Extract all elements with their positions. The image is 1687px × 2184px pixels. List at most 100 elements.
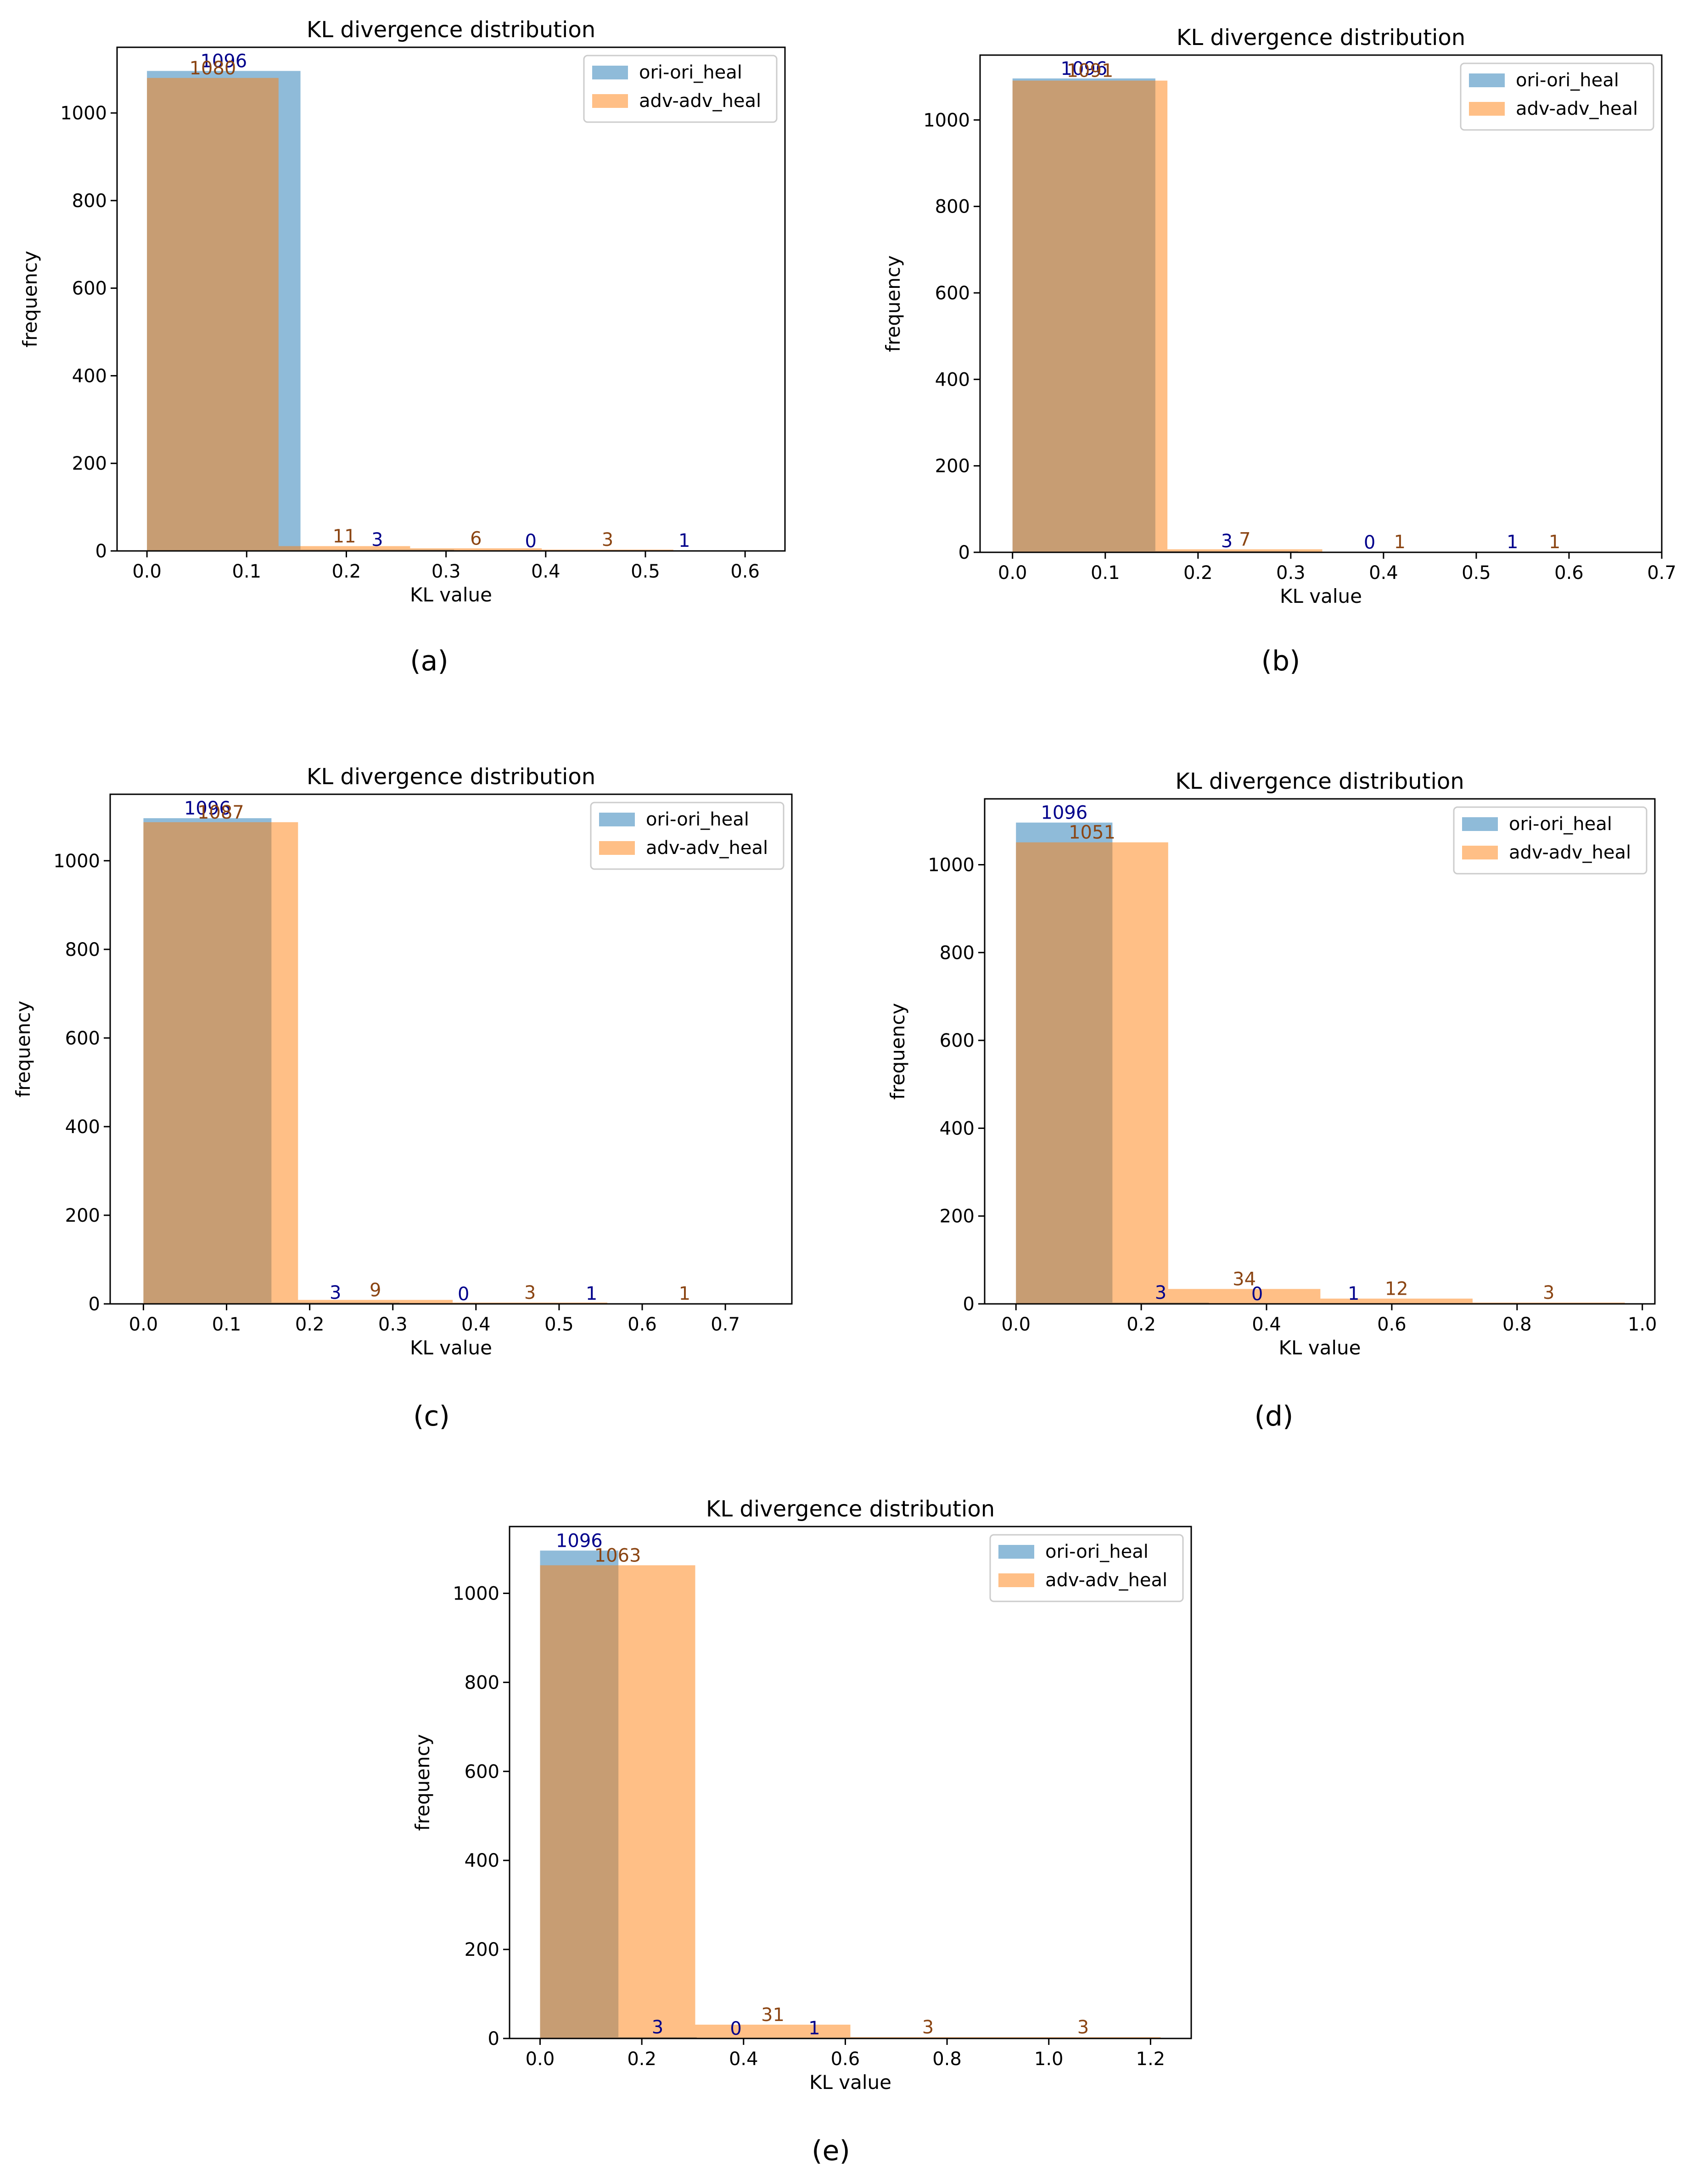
y-tick-label: 1000 <box>928 854 975 876</box>
bar-value-label: 34 <box>1233 1269 1256 1290</box>
legend-box <box>989 1534 1184 1602</box>
bar-value-label: 9 <box>370 1280 381 1301</box>
y-tick-label: 0 <box>89 1294 100 1315</box>
x-tick-label: 0.0 <box>129 1314 158 1335</box>
legend-entry-label: adv-adv_heal <box>646 837 768 859</box>
x-tick-label: 0.2 <box>627 2049 656 2070</box>
bar-value-label: 3 <box>330 1282 341 1303</box>
histogram-bar <box>298 1300 453 1304</box>
y-tick-label: 800 <box>935 197 970 218</box>
y-tick-label: 400 <box>940 1118 975 1139</box>
x-tick-label: 0.5 <box>544 1314 574 1335</box>
legend-entry-label: adv-adv_heal <box>639 90 761 112</box>
y-tick-label: 400 <box>935 369 970 390</box>
bar-value-label: 6 <box>470 528 482 549</box>
x-tick-label: 0.0 <box>1001 1314 1031 1335</box>
chart-legend: ori-ori_heal adv-adv_heal <box>590 802 785 870</box>
panel-caption: (b) <box>1261 645 1300 677</box>
legend-swatch <box>1469 102 1505 116</box>
legend-box <box>583 55 778 123</box>
bar-value-label: 1080 <box>190 58 236 79</box>
x-tick-label: 0.8 <box>1502 1314 1532 1335</box>
panel-caption: (c) <box>413 1400 450 1432</box>
x-tick-label: 0.0 <box>526 2049 555 2070</box>
legend-box <box>1453 806 1648 875</box>
y-tick-label: 1000 <box>453 1583 499 1604</box>
bar-value-label: 3 <box>652 2017 663 2038</box>
y-tick-label: 1000 <box>60 103 107 124</box>
y-tick-label: 0 <box>958 542 970 563</box>
y-tick-label: 200 <box>940 1206 975 1227</box>
bar-value-label: 1063 <box>594 1545 641 1566</box>
histogram-bar <box>1016 842 1168 1304</box>
panel-caption: (d) <box>1255 1400 1294 1432</box>
bar-value-label: 3 <box>1155 1282 1166 1303</box>
y-tick-label: 200 <box>72 453 107 474</box>
y-axis-label: frequency <box>19 251 41 348</box>
histogram-bar <box>147 78 279 551</box>
x-axis-label: KL value <box>809 2071 891 2094</box>
y-tick-label: 200 <box>465 1939 499 1960</box>
legend-entry-label: adv-adv_heal <box>1516 98 1638 119</box>
x-axis-label: KL value <box>410 584 492 606</box>
legend-swatch <box>998 1545 1034 1559</box>
bar-value-label: 0 <box>1251 1284 1263 1305</box>
y-tick-label: 0 <box>95 541 107 562</box>
y-tick-label: 600 <box>935 283 970 304</box>
y-tick-label: 1000 <box>923 110 970 131</box>
bar-value-label: 1096 <box>1060 58 1107 79</box>
legend-swatch <box>1462 817 1498 831</box>
y-axis-label: frequency <box>12 1001 34 1098</box>
y-tick-label: 800 <box>65 939 100 960</box>
x-tick-label: 0.5 <box>631 561 660 582</box>
bar-value-label: 1 <box>679 1283 690 1304</box>
bar-value-label: 1051 <box>1069 822 1115 843</box>
bar-value-label: 0 <box>1364 532 1375 553</box>
chart-title: KL divergence distribution <box>307 17 595 43</box>
legend-entry-label: ori-ori_heal <box>1516 70 1619 91</box>
y-tick-label: 600 <box>940 1030 975 1051</box>
y-tick-label: 200 <box>935 456 970 477</box>
legend-box <box>590 802 785 870</box>
chart-panel-a: 1096 3 0 1 1080 11 6 3 0.0 0.1 0.2 0.3 0.4 0.5 0.6 0 200… <box>19 17 786 677</box>
bar-value-label: 1 <box>1549 532 1560 553</box>
chart-legend: ori-ori_heal adv-adv_heal <box>1453 806 1648 875</box>
histogram-bar <box>1168 1289 1321 1304</box>
x-tick-label: 0.8 <box>932 2049 962 2070</box>
histogram-bar <box>410 548 542 551</box>
chart-title: KL divergence distribution <box>307 764 595 790</box>
x-tick-label: 0.5 <box>1462 562 1491 584</box>
legend-entry-label: adv-adv_heal <box>1509 842 1631 863</box>
bar-value-label: 11 <box>333 526 356 547</box>
plot-frame <box>109 793 793 1305</box>
y-tick-label: 800 <box>465 1672 499 1693</box>
plot-frame <box>509 1526 1192 2039</box>
x-tick-label: 1.0 <box>1628 1314 1657 1335</box>
bar-value-label: 3 <box>1221 531 1233 552</box>
x-tick-label: 0.4 <box>1369 562 1398 584</box>
histogram-bar <box>695 2024 851 2038</box>
x-tick-label: 0.6 <box>831 2049 860 2070</box>
plot-frame <box>984 798 1656 1305</box>
y-tick-label: 800 <box>940 943 975 964</box>
histogram-bar <box>1012 80 1168 552</box>
y-tick-label: 1000 <box>53 851 100 872</box>
x-tick-label: 0.4 <box>729 2049 758 2070</box>
bar-value-label: 3 <box>602 529 613 550</box>
bar-value-label: 1 <box>1394 532 1406 553</box>
series-adv-adv_heal <box>540 1565 1161 2038</box>
legend-swatch <box>599 813 635 826</box>
histogram-bar <box>1320 1298 1473 1304</box>
y-axis-label: frequency <box>886 1003 909 1100</box>
panel-caption: (e) <box>812 2135 850 2167</box>
x-tick-label: 0.3 <box>378 1314 408 1335</box>
x-tick-label: 0.3 <box>1276 562 1306 584</box>
x-tick-label: 0.4 <box>461 1314 491 1335</box>
bar-value-label: 1087 <box>197 802 244 823</box>
legend-entry-label: ori-ori_heal <box>639 62 742 83</box>
y-tick-label: 400 <box>465 1850 499 1871</box>
bar-value-label: 1 <box>586 1283 597 1304</box>
y-tick-label: 800 <box>72 191 107 212</box>
chart-panel-d: 1096 3 0 1 1051 34 12 3 0.0 0.2 0.4 0.6 0.8 1.0 0 200 40… <box>886 769 1657 1432</box>
